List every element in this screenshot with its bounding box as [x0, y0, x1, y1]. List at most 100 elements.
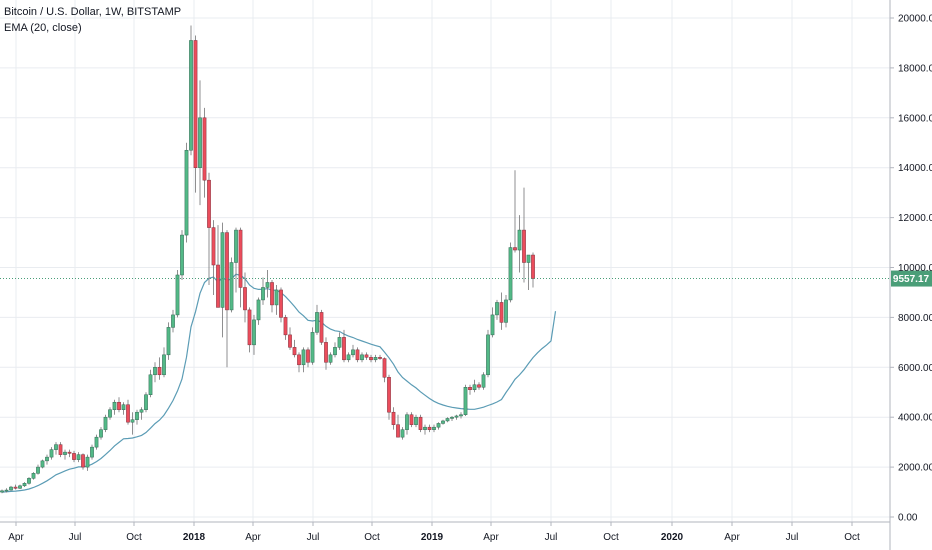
candle-body	[40, 460, 45, 468]
candle	[130, 412, 135, 435]
candle-body	[247, 309, 252, 346]
candle	[220, 222, 225, 338]
ema-layer	[1, 273, 557, 493]
candle-body	[135, 411, 139, 420]
candle-body	[9, 486, 13, 491]
candle	[333, 342, 337, 358]
candle	[193, 35, 198, 193]
candle-body	[225, 232, 229, 311]
time-tick-label: Jul	[307, 532, 320, 543]
candle	[369, 354, 373, 363]
candle	[409, 412, 414, 428]
candle	[301, 347, 306, 373]
candle	[126, 399, 130, 425]
candle-body	[319, 312, 324, 343]
time-tick-label: Jul	[786, 532, 799, 543]
candle	[355, 347, 360, 363]
candle-body	[490, 314, 495, 336]
candle	[85, 454, 90, 471]
candle-body	[364, 354, 369, 358]
candle	[265, 269, 270, 298]
candle-body	[13, 486, 18, 489]
candle-body	[297, 354, 301, 366]
candle	[391, 407, 396, 430]
indicator-title[interactable]: EMA (20, close)	[4, 22, 82, 34]
candle-body	[54, 444, 58, 450]
candle	[184, 142, 189, 243]
time-axis[interactable]: Apr Jul Oct 2018 Apr Jul Oct 2019 Apr Jul Oct 2020 A…	[0, 521, 890, 543]
candle-body	[522, 229, 526, 263]
candle	[22, 482, 27, 488]
candle-body	[495, 302, 499, 316]
candle	[166, 322, 171, 360]
candle-body	[85, 456, 90, 468]
grid	[0, 0, 890, 522]
candle-body	[526, 254, 531, 263]
candle	[13, 484, 18, 490]
price-tick-label: 18000.00	[898, 63, 932, 74]
candle-body	[531, 254, 535, 279]
candle	[292, 339, 297, 358]
candle-body	[396, 424, 400, 438]
price-tick-label: 0.00	[898, 513, 918, 524]
candle	[99, 427, 103, 440]
candle-body	[481, 374, 486, 388]
candle	[211, 220, 216, 295]
candle	[148, 369, 153, 398]
time-tick-label: Apr	[8, 532, 24, 543]
candle-body	[162, 354, 166, 376]
candle-body	[418, 416, 423, 430]
candle-body	[454, 415, 459, 418]
candle-body	[261, 287, 265, 301]
candle	[486, 329, 490, 378]
candle	[171, 309, 175, 333]
candle	[63, 449, 67, 460]
candle	[180, 230, 184, 280]
candle-body	[45, 456, 49, 462]
candle	[522, 187, 526, 283]
candle-body	[144, 394, 148, 410]
candle	[436, 422, 441, 430]
candle-body	[315, 312, 319, 333]
candle-body	[175, 274, 180, 316]
candle-body	[270, 282, 274, 306]
candle	[319, 309, 324, 345]
candle-body	[279, 289, 283, 318]
candle	[517, 215, 522, 273]
price-tick-label: 4000.00	[898, 413, 932, 424]
symbol-title[interactable]: Bitcoin / U.S. Dollar, 1W, BITSTAMP	[4, 6, 182, 18]
price-tick-label: 16000.00	[898, 113, 932, 124]
price-tick-label: 10000.00	[898, 263, 932, 274]
candle-body	[441, 420, 445, 424]
candle	[81, 453, 85, 470]
candle	[481, 372, 486, 390]
candle	[531, 252, 535, 288]
candle-body	[58, 444, 63, 455]
candle	[225, 230, 229, 368]
candle	[310, 327, 315, 365]
candle	[234, 227, 238, 293]
candle-body	[207, 179, 211, 228]
candle	[162, 347, 166, 378]
candle-body	[342, 337, 346, 361]
candle-body	[288, 334, 292, 348]
candle	[252, 314, 256, 355]
price-axis[interactable]: 20000.00 18000.00 16000.00 14000.00 12000.00…	[889, 0, 932, 550]
price-tick-label: 2000.00	[898, 463, 932, 474]
time-tick-label: Apr	[483, 532, 499, 543]
candle-body	[310, 332, 315, 363]
candle	[90, 444, 94, 460]
candle-body	[63, 451, 67, 455]
candle-body	[49, 449, 54, 458]
candle-body	[373, 357, 378, 361]
candle-body	[189, 40, 193, 151]
candle-body	[445, 418, 450, 422]
candle	[103, 414, 108, 433]
candle	[270, 279, 274, 313]
candle	[18, 484, 22, 490]
candle	[454, 414, 459, 420]
candle-body	[81, 454, 85, 468]
candle-body	[517, 229, 522, 251]
